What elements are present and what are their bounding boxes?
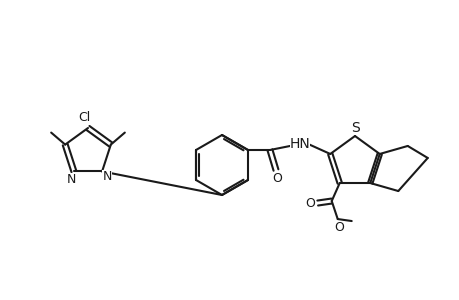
Text: S: S — [351, 121, 359, 135]
Text: O: O — [333, 220, 343, 233]
Text: O: O — [304, 196, 314, 209]
Text: Cl: Cl — [78, 110, 90, 124]
Text: HN: HN — [289, 137, 310, 151]
Text: N: N — [67, 173, 76, 186]
Text: N: N — [102, 170, 112, 183]
Text: O: O — [271, 172, 281, 184]
